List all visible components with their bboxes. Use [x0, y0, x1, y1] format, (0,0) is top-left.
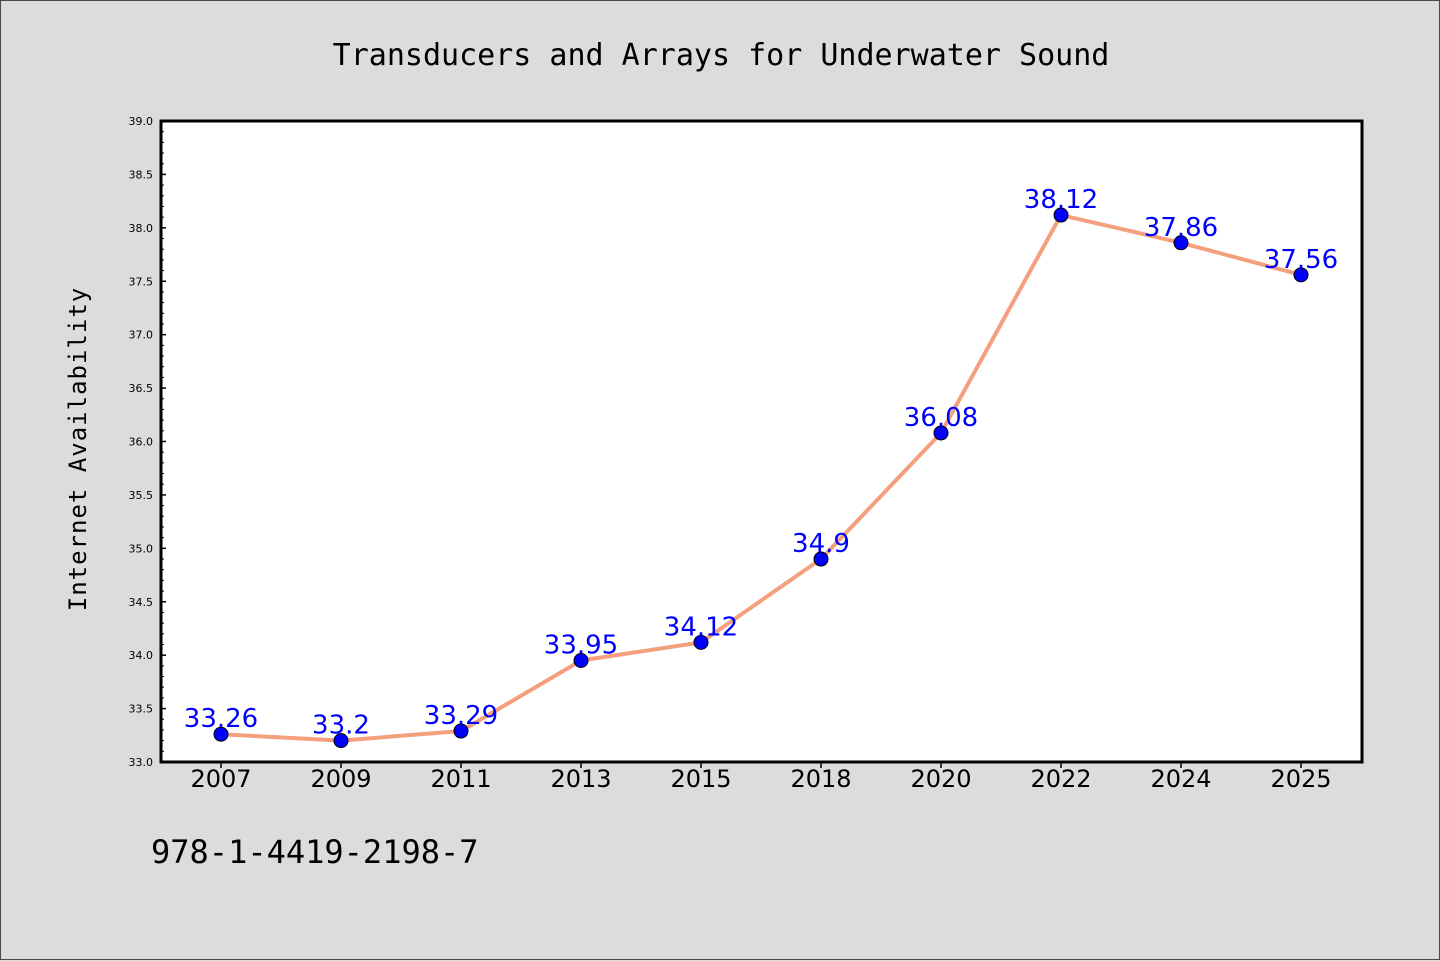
- x-tick-label: 2018: [790, 765, 851, 793]
- y-tick-label: 33.0: [129, 756, 154, 769]
- x-tick-label: 2015: [670, 765, 731, 793]
- data-label: 33.2: [312, 711, 370, 741]
- data-label: 34.9: [792, 529, 850, 559]
- x-tick-label: 2025: [1270, 765, 1331, 793]
- y-tick-label: 35.0: [129, 542, 154, 555]
- data-labels: 33.26 33.2 33.29 33.95 34.12 34.9 36.08 38.12 37…: [184, 185, 1338, 741]
- x-tick-label: 2024: [1150, 765, 1211, 793]
- data-point: [333, 733, 349, 749]
- series-line: [219, 213, 1303, 743]
- data-label: 33.95: [544, 631, 618, 661]
- data-label: 34.12: [664, 612, 738, 642]
- y-tick-label: 38.5: [129, 168, 154, 181]
- data-point: [933, 425, 949, 441]
- y-tick-label: 38.0: [129, 222, 154, 235]
- y-tick-label: 34.0: [129, 649, 154, 662]
- y-axis-ticks: 33.0 33.5 34.0 34.5 35.0 35.5 36.0 36.5 37.0 37.5…: [129, 115, 166, 769]
- y-tick-label: 36.0: [129, 436, 154, 449]
- data-label: 33.29: [424, 701, 498, 731]
- x-tick-label: 2022: [1030, 765, 1091, 793]
- x-tick-label: 2013: [550, 765, 611, 793]
- data-point: [1053, 207, 1069, 223]
- y-tick-label: 33.5: [129, 703, 154, 716]
- data-points: [213, 207, 1309, 749]
- x-tick-label: 2011: [430, 765, 491, 793]
- x-tick-label: 2020: [910, 765, 971, 793]
- data-point: [813, 551, 829, 567]
- y-tick-label: 39.0: [129, 115, 154, 128]
- x-tick-label: 2009: [310, 765, 371, 793]
- data-point: [1293, 267, 1309, 283]
- x-tick-label: 2007: [190, 765, 251, 793]
- data-label: 37.56: [1264, 245, 1338, 275]
- y-tick-label: 34.5: [129, 596, 154, 609]
- data-point: [213, 726, 229, 742]
- data-label: 38.12: [1024, 185, 1098, 215]
- data-point: [453, 723, 469, 739]
- data-label: 33.26: [184, 704, 258, 734]
- data-point: [693, 634, 709, 650]
- data-point: [573, 653, 589, 669]
- y-tick-label: 35.5: [129, 489, 154, 502]
- y-tick-label: 36.5: [129, 382, 154, 395]
- chart-title: Transducers and Arrays for Underwater So…: [333, 38, 1110, 73]
- x-axis-ticks: 2007 2009 2011 2013 2015 2018 2020 2022 2024 2025: [190, 762, 1332, 793]
- y-axis-label: Internet Availability: [64, 287, 92, 611]
- data-label: 37.86: [1144, 213, 1218, 243]
- data-point: [1173, 235, 1189, 251]
- y-tick-label: 37.5: [129, 275, 154, 288]
- y-tick-label: 37.0: [129, 329, 154, 342]
- data-label: 36.08: [904, 403, 978, 433]
- isbn-text: 978-1-4419-2198-7: [151, 833, 479, 871]
- plot-area: [159, 119, 1364, 764]
